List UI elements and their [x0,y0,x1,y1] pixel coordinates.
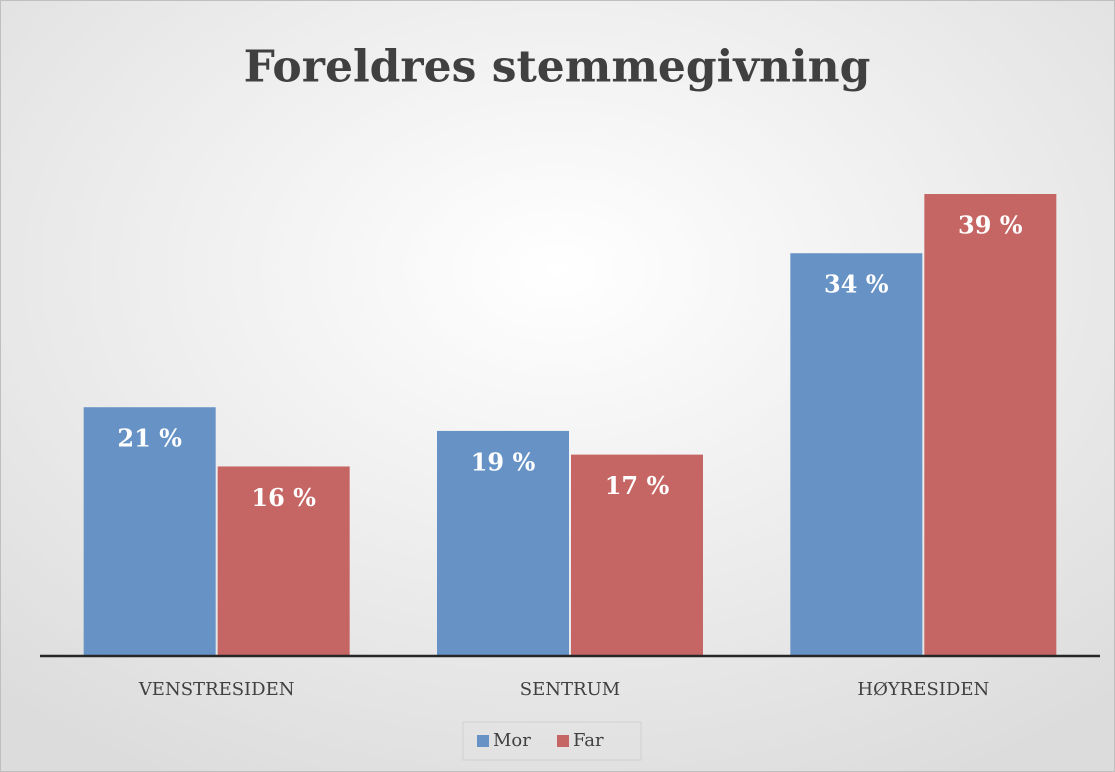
bar [790,253,923,656]
legend-swatch [477,735,489,747]
chart-title: Foreldres stemmegivning [244,42,871,93]
legend-box [462,721,642,761]
data-label: 39 % [958,211,1023,240]
x-tick-label: HØYRESIDEN [857,679,989,700]
legend-swatch [557,735,569,747]
bar [217,466,350,656]
legend-label: Mor [493,730,531,751]
data-label: 19 % [471,447,536,476]
bar [83,407,216,656]
data-label: 17 % [605,471,670,500]
legend-label: Far [573,730,604,751]
data-label: 34 % [824,270,889,299]
data-label: 21 % [117,424,182,453]
x-tick-label: VENSTRESIDEN [138,679,295,700]
data-label: 16 % [251,483,316,512]
bar [571,454,703,656]
bar [437,430,569,656]
bar [924,194,1057,656]
x-tick-label: SENTRUM [520,679,620,700]
